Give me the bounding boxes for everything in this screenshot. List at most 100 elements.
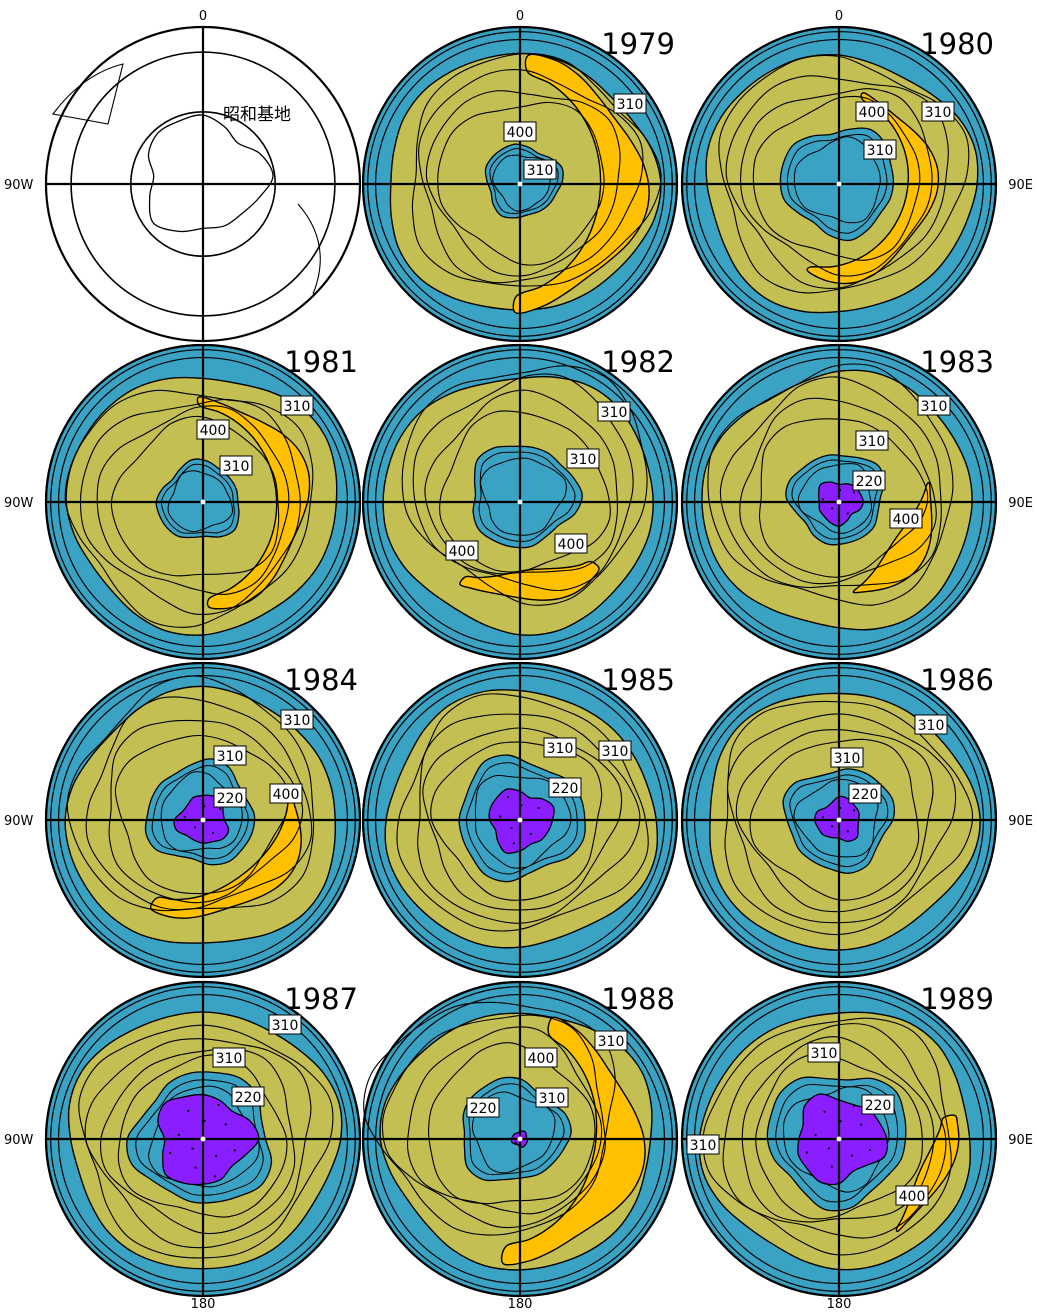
contour-line xyxy=(424,389,619,575)
contour-line xyxy=(418,69,644,284)
contour-label-box xyxy=(889,508,923,529)
hole-stipple xyxy=(821,498,825,501)
contour-line xyxy=(66,675,315,912)
hole-stipple xyxy=(821,816,825,819)
compass-top-label: 0 xyxy=(199,9,207,24)
south-pole-marker xyxy=(517,817,523,823)
hole-stipple xyxy=(853,1104,856,1107)
contour-label-box xyxy=(445,540,479,561)
contour-label-box xyxy=(686,1134,720,1155)
contour-label-box xyxy=(566,448,600,469)
hole-stipple xyxy=(868,1148,872,1152)
contour-label-box xyxy=(597,401,631,422)
contour-label-box xyxy=(524,1047,558,1068)
south-pole-marker xyxy=(517,181,523,187)
ozone-map-panel: 1985 310 310 220 xyxy=(361,661,679,979)
south-pole-marker xyxy=(517,499,523,505)
contour-value-label: 310 xyxy=(284,713,311,729)
contour-line xyxy=(782,1086,890,1193)
contour-value-label: 400 xyxy=(449,544,476,560)
contour-label-box xyxy=(268,1014,302,1035)
year-label: 1981 xyxy=(284,345,358,379)
contour-line xyxy=(793,136,881,224)
hole-stipple xyxy=(805,1151,809,1154)
contour-value-label: 310 xyxy=(617,97,644,113)
contour-value-label: 400 xyxy=(507,125,534,141)
hole-stipple xyxy=(215,1155,218,1158)
compass-top-label: 0 xyxy=(835,9,843,24)
contour-line xyxy=(755,1054,923,1220)
contour-line xyxy=(786,133,888,234)
compass-right-label: 90E xyxy=(1008,1133,1033,1148)
contour-value-label: 310 xyxy=(834,751,861,767)
contour-value-label: 220 xyxy=(852,787,879,803)
contour-value-label: 400 xyxy=(273,787,300,803)
contour-line xyxy=(465,762,578,875)
contour-label-box xyxy=(535,1087,569,1108)
high-ozone-region xyxy=(512,53,650,315)
high-ozone-region xyxy=(196,396,311,610)
ozone-map-panel: 1979 310 400 310 xyxy=(361,25,679,343)
hole-stipple xyxy=(214,1175,217,1178)
contour-value-label: 310 xyxy=(602,744,629,760)
hole-stipple xyxy=(827,1147,830,1150)
contour-value-label: 310 xyxy=(217,749,244,765)
compass-right-label: 90E xyxy=(1008,814,1033,829)
contour-line xyxy=(758,418,929,578)
contour-value-label: 310 xyxy=(601,405,628,421)
hole-stipple xyxy=(506,796,510,799)
contour-line xyxy=(407,1026,603,1215)
contour-label-box xyxy=(280,395,314,416)
hole-stipple xyxy=(529,832,532,836)
contour-line xyxy=(474,774,572,869)
hole-stipple xyxy=(831,507,834,510)
high-ozone-region xyxy=(500,1016,646,1266)
hole-stipple xyxy=(177,1133,180,1136)
hole-stipple xyxy=(846,830,849,833)
contour-line xyxy=(151,765,249,860)
hole-stipple xyxy=(846,512,849,515)
south-pole-marker xyxy=(836,181,842,187)
contour-line xyxy=(439,410,611,573)
contour-value-label: 310 xyxy=(527,163,554,179)
hole-stipple xyxy=(169,1151,172,1154)
contour-value-label: 220 xyxy=(470,1101,497,1117)
contour-value-label: 400 xyxy=(528,1051,555,1067)
south-pole-marker xyxy=(200,1136,206,1142)
compass-left-label: 90W xyxy=(4,814,34,829)
contour-value-label: 220 xyxy=(217,791,244,807)
hole-stipple xyxy=(219,807,222,811)
contour-line xyxy=(740,88,933,277)
year-label: 1980 xyxy=(920,27,994,61)
hole-stipple xyxy=(191,1147,194,1150)
contour-line xyxy=(492,154,552,212)
contour-line xyxy=(719,376,942,589)
south-pole-marker xyxy=(836,1136,842,1142)
contour-line xyxy=(425,90,621,277)
hole-stipple xyxy=(850,1154,853,1157)
contour-line xyxy=(739,397,937,585)
contour-label-box xyxy=(863,139,897,160)
contour-value-label: 310 xyxy=(272,1018,299,1034)
contour-line xyxy=(381,1014,606,1229)
contour-value-label: 400 xyxy=(899,1189,926,1205)
compass-left-label: 90W xyxy=(4,178,34,193)
contour-line xyxy=(722,1023,947,1239)
contour-line xyxy=(749,738,920,901)
contour-line xyxy=(396,693,649,932)
contour-label-box xyxy=(219,455,253,476)
contour-label-box xyxy=(921,101,955,122)
ozone-map-panel: 1982 310 310 400 400 xyxy=(361,343,679,661)
high-ozone-region xyxy=(149,790,302,919)
contour-value-label: 310 xyxy=(918,718,945,734)
station-label: 昭和基地 xyxy=(223,105,291,125)
contour-value-label: 310 xyxy=(570,452,597,468)
hole-stipple xyxy=(499,815,502,818)
hole-stipple xyxy=(537,806,540,810)
hole-stipple xyxy=(860,1123,863,1126)
contour-label-box xyxy=(503,121,537,142)
contour-label-box xyxy=(466,1097,500,1118)
contour-line xyxy=(724,700,974,936)
contour-label-box xyxy=(830,747,864,768)
